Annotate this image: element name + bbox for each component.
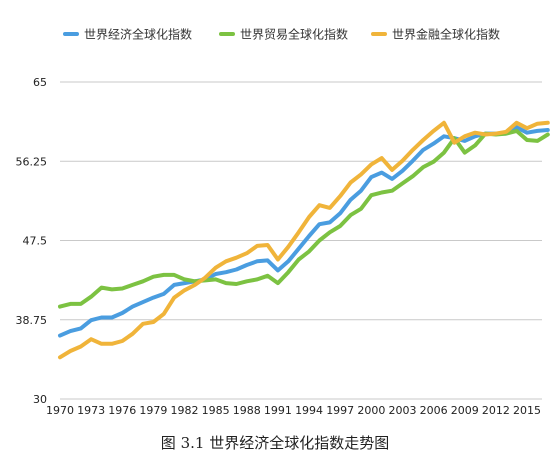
x-tick-label: 2009 [451,404,479,417]
figure-caption: 图 3.1 世界经济全球化指数走势图 [161,434,389,452]
x-tick-label: 1991 [264,404,292,417]
x-tick-label: 2012 [482,404,510,417]
x-tick-label: 1988 [233,404,261,417]
x-tick-label: 2000 [357,404,385,417]
series-line-finance [58,120,550,360]
x-axis-ticks: 1970 1973 1976 1979 1982 1985 1988 1991 1994 1997… [46,404,541,417]
series-line-economic [58,125,550,338]
y-tick-label: 47.5 [23,235,48,248]
x-tick-label: 1970 [46,404,74,417]
x-tick-label: 2003 [388,404,416,417]
legend-label-economic: 世界经济全球化指数 [84,27,192,42]
x-tick-label: 1976 [108,404,136,417]
y-tick-label: 65 [33,76,47,89]
x-tick-label: 1997 [326,404,354,417]
legend-label-trade: 世界贸易全球化指数 [240,27,348,42]
x-tick-label: 1973 [77,404,105,417]
x-tick-label: 1985 [202,404,230,417]
legend-label-finance: 世界金融全球化指数 [392,27,500,42]
y-tick-label: 38.75 [16,314,48,327]
legend: 世界经济全球化指数 世界贸易全球化指数 世界金融全球化指数 [63,27,500,42]
x-tick-label: 1994 [295,404,323,417]
series-line-trade [58,128,550,309]
series-lines [58,120,550,360]
x-tick-label: 2006 [420,404,448,417]
y-tick-label: 30 [33,393,47,406]
y-tick-label: 56.25 [16,155,48,168]
x-tick-label: 1979 [139,404,167,417]
grid-lines [60,81,542,400]
x-tick-label: 1982 [171,404,199,417]
x-tick-label: 2015 [513,404,541,417]
y-axis-ticks: 30 38.75 47.5 56.25 65 [16,76,48,406]
